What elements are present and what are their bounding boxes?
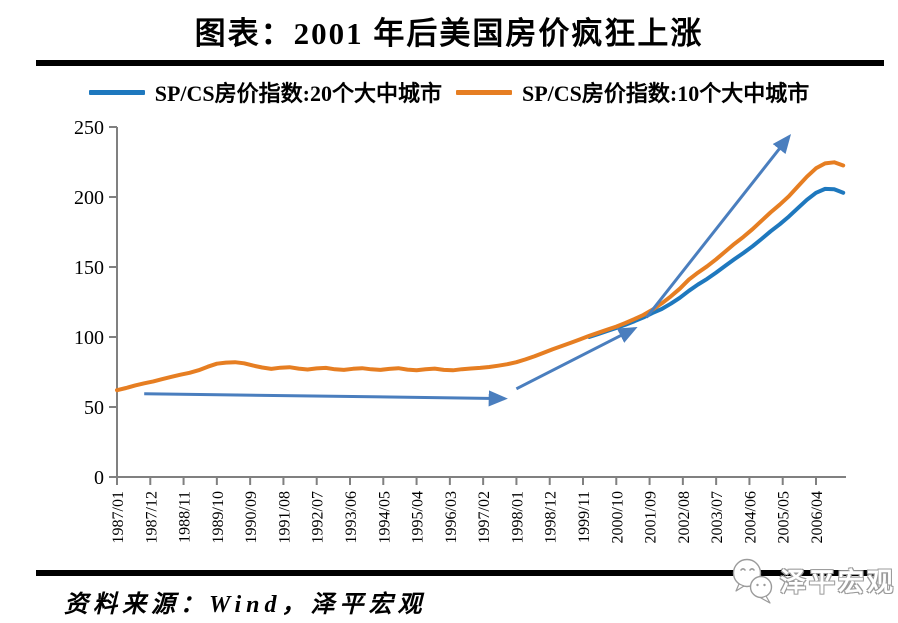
top-divider-rule [36, 60, 884, 66]
legend-label-20-city: SP/CS房价指数:20个大中城市 [154, 81, 442, 106]
legend-item-10-city: SP/CS房价指数:10个大中城市 [456, 76, 809, 108]
y-tick-label: 150 [74, 257, 104, 279]
x-tick-label: 1987/12 [143, 491, 160, 543]
source-note: 资料来源：Wind，泽平宏观 [64, 592, 427, 618]
legend-item-20-city: SP/CS房价指数:20个大中城市 [88, 76, 442, 108]
x-tick-label: 1987/01 [110, 491, 127, 543]
chart-legend: SP/CS房价指数:20个大中城市 SP/CS房价指数:10个大中城市 [0, 76, 898, 108]
x-tick-label: 1989/10 [210, 491, 227, 543]
y-tick-label: 200 [74, 187, 104, 209]
x-tick-label: 1988/11 [177, 491, 194, 543]
series-line-sp-cs-20-city [587, 186, 846, 339]
y-tick-label: 50 [84, 397, 104, 419]
bottom-divider-rule [36, 570, 884, 576]
x-tick-label: 1991/08 [276, 491, 293, 543]
y-tick-label: 100 [74, 327, 104, 349]
x-tick-label: 2001/09 [643, 491, 660, 543]
x-tick-label: 2000/10 [609, 491, 626, 543]
trend-arrow-3 [645, 133, 792, 319]
x-tick-label: 2006/04 [809, 491, 826, 543]
x-tick-label: 1998/01 [509, 491, 526, 543]
trend-arrow-1 [144, 390, 508, 407]
legend-swatch-20-city [88, 89, 145, 95]
x-tick-label: 1999/11 [576, 491, 593, 543]
series-line-sp-cs-10-city [115, 160, 846, 393]
x-tick-label: 1995/04 [410, 491, 427, 543]
brand-logo-text: 泽平宏观 [780, 568, 897, 597]
legend-swatch-10-city [456, 89, 512, 95]
x-tick-label: 2004/06 [742, 491, 759, 543]
y-tick-label: 250 [74, 117, 104, 139]
trend-arrow-2 [515, 326, 638, 391]
page-title: 图表：2001 年后美国房价疯狂上涨 [194, 16, 704, 51]
x-tick-label: 1990/09 [243, 491, 260, 543]
legend-label-10-city: SP/CS房价指数:10个大中城市 [522, 81, 810, 106]
wechat-bubbles-icon [732, 558, 773, 604]
brand-logo: 泽平宏观 [730, 556, 896, 606]
x-tick-label: 2003/07 [709, 491, 726, 543]
x-tick-label: 1996/03 [443, 491, 460, 543]
x-tick-label: 2005/05 [776, 491, 793, 543]
x-tick-label: 1997/02 [476, 491, 493, 543]
x-tick-label: 1993/06 [343, 491, 360, 543]
x-tick-label: 1994/05 [376, 491, 393, 543]
x-tick-label: 1992/07 [310, 491, 327, 543]
x-tick-label: 1998/12 [543, 491, 560, 543]
x-tick-label: 2002/08 [676, 491, 693, 543]
y-tick-label: 0 [94, 467, 104, 489]
